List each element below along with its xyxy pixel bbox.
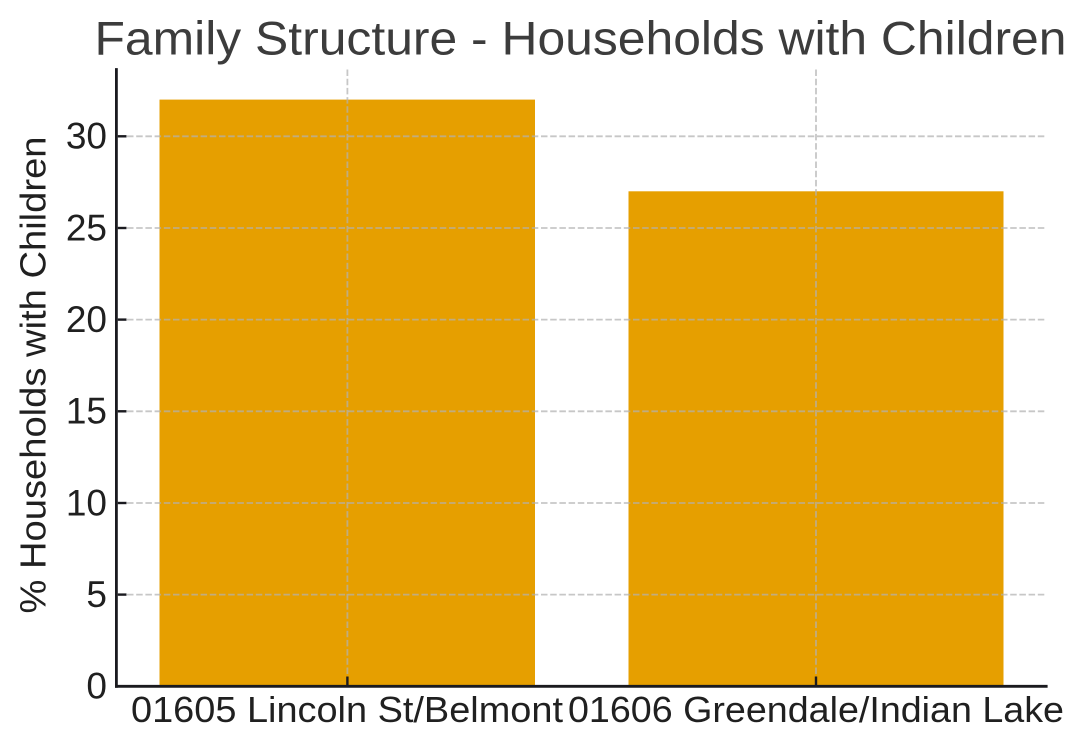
svg-text:01605 Lincoln St/Belmont: 01605 Lincoln St/Belmont [131,689,563,730]
svg-text:20: 20 [66,299,107,340]
svg-text:01606 Greendale/Indian Lake: 01606 Greendale/Indian Lake [568,689,1064,730]
svg-text:Family Structure - Households: Family Structure - Households with Child… [95,12,1067,65]
svg-text:30: 30 [66,116,107,157]
svg-text:0: 0 [86,666,107,707]
svg-text:25: 25 [66,207,107,248]
svg-text:5: 5 [86,574,107,615]
svg-text:% Households with Children: % Households with Children [13,136,54,613]
svg-text:15: 15 [66,391,107,432]
svg-text:10: 10 [66,482,107,523]
